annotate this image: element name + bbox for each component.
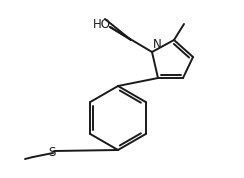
Text: HO: HO <box>93 18 111 31</box>
Text: S: S <box>48 145 55 158</box>
Text: N: N <box>153 38 162 51</box>
